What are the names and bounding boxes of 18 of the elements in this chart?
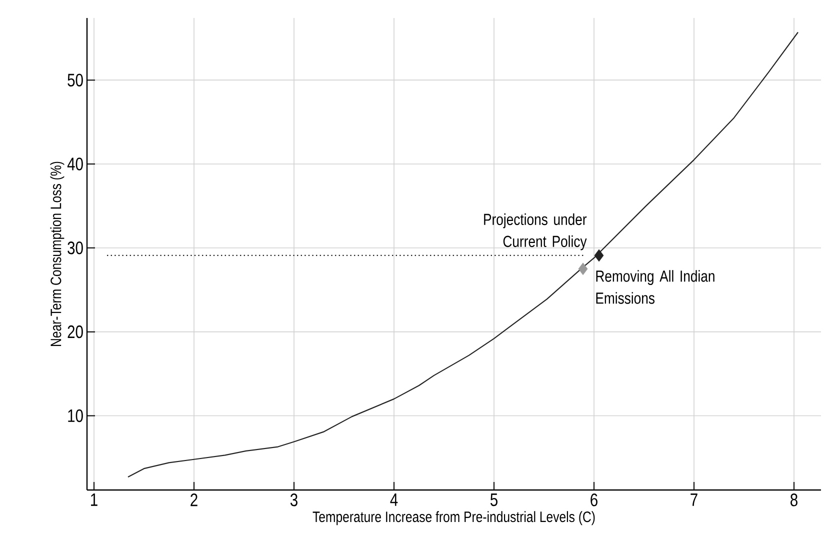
x-axis-title: Temperature Increase from Pre-industrial Levels (C) [312,511,595,526]
y-tick-label: 20 [68,325,83,338]
y-tick-label: 50 [68,74,83,86]
y-tick-label: 10 [68,409,83,422]
line-series [127,32,799,478]
x-tick-label: 5 [490,494,498,506]
x-tick-label: 3 [290,494,298,506]
x-tick-label: 4 [390,494,398,506]
annotation: Projections under Current Policy [484,213,587,250]
x-tick-label: 1 [91,494,98,506]
y-tick-label: 40 [67,158,83,170]
x-tick-label: 6 [590,494,598,506]
y-axis-title: Near-Term Consumption Loss (%) [50,162,64,346]
x-tick-label: 8 [790,494,798,506]
x-tick-label: 2 [190,494,198,506]
y-tick-label: 30 [68,242,83,254]
x-tick-label: 7 [690,494,698,506]
annotation: Removing All Indian Emissions [596,270,714,304]
